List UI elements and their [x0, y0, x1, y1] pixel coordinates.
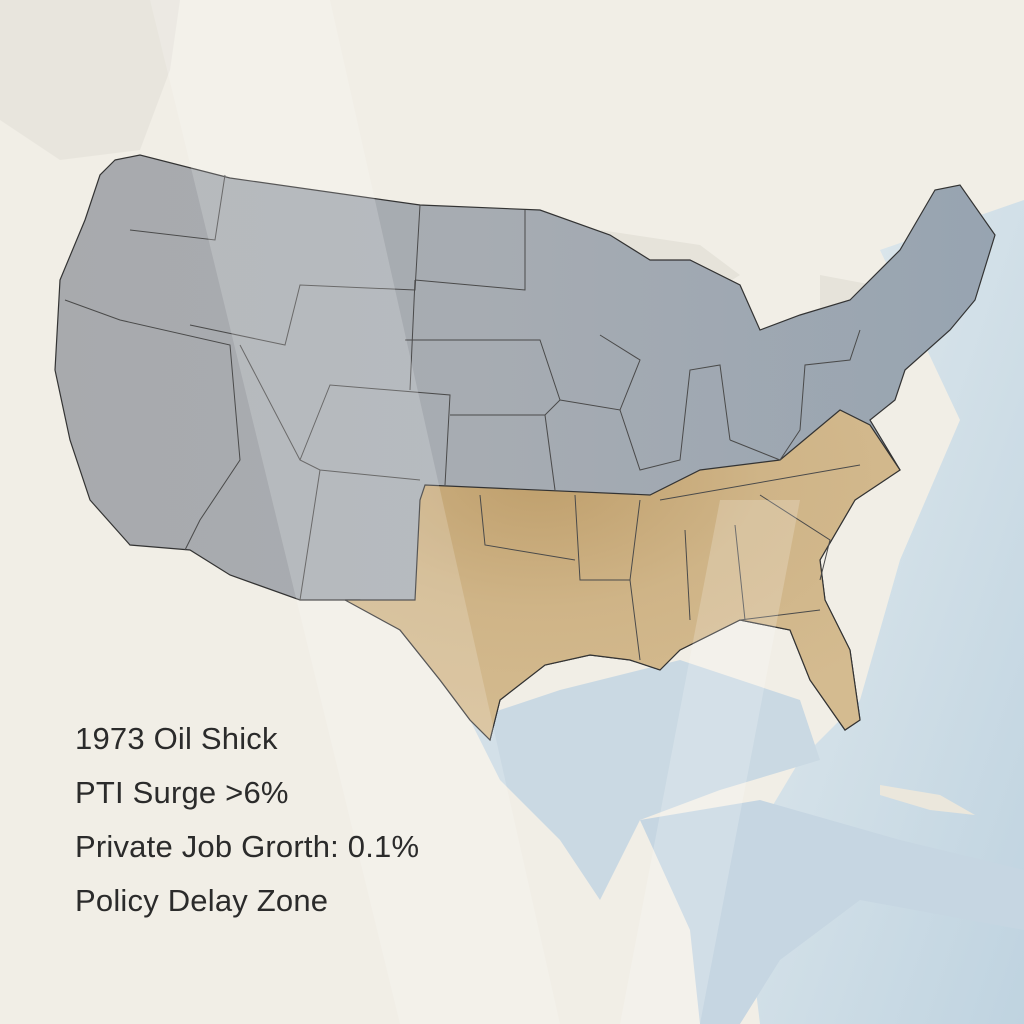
- gulf-of-mexico: [470, 660, 820, 900]
- policy-delay-zone[interactable]: [344, 409, 901, 742]
- cuba-island: [880, 785, 975, 815]
- annotation-list: 1973 Oil Shick PTI Surge >6% Private Job…: [75, 712, 419, 928]
- light-band-2: [620, 500, 800, 1024]
- light-band: [150, 0, 560, 1024]
- annotation-title: 1973 Oil Shick: [75, 721, 278, 756]
- caribbean-sea: [640, 800, 1024, 1024]
- annotation-pti-surge: PTI Surge >6%: [75, 775, 289, 810]
- hudson-bay: [0, 0, 180, 160]
- annotation-policy-delay: Policy Delay Zone: [75, 883, 329, 918]
- annotation-job-growth: Private Job Grorth: 0.1%: [75, 829, 420, 864]
- state-borders: [64, 174, 861, 661]
- great-lakes: [600, 230, 900, 320]
